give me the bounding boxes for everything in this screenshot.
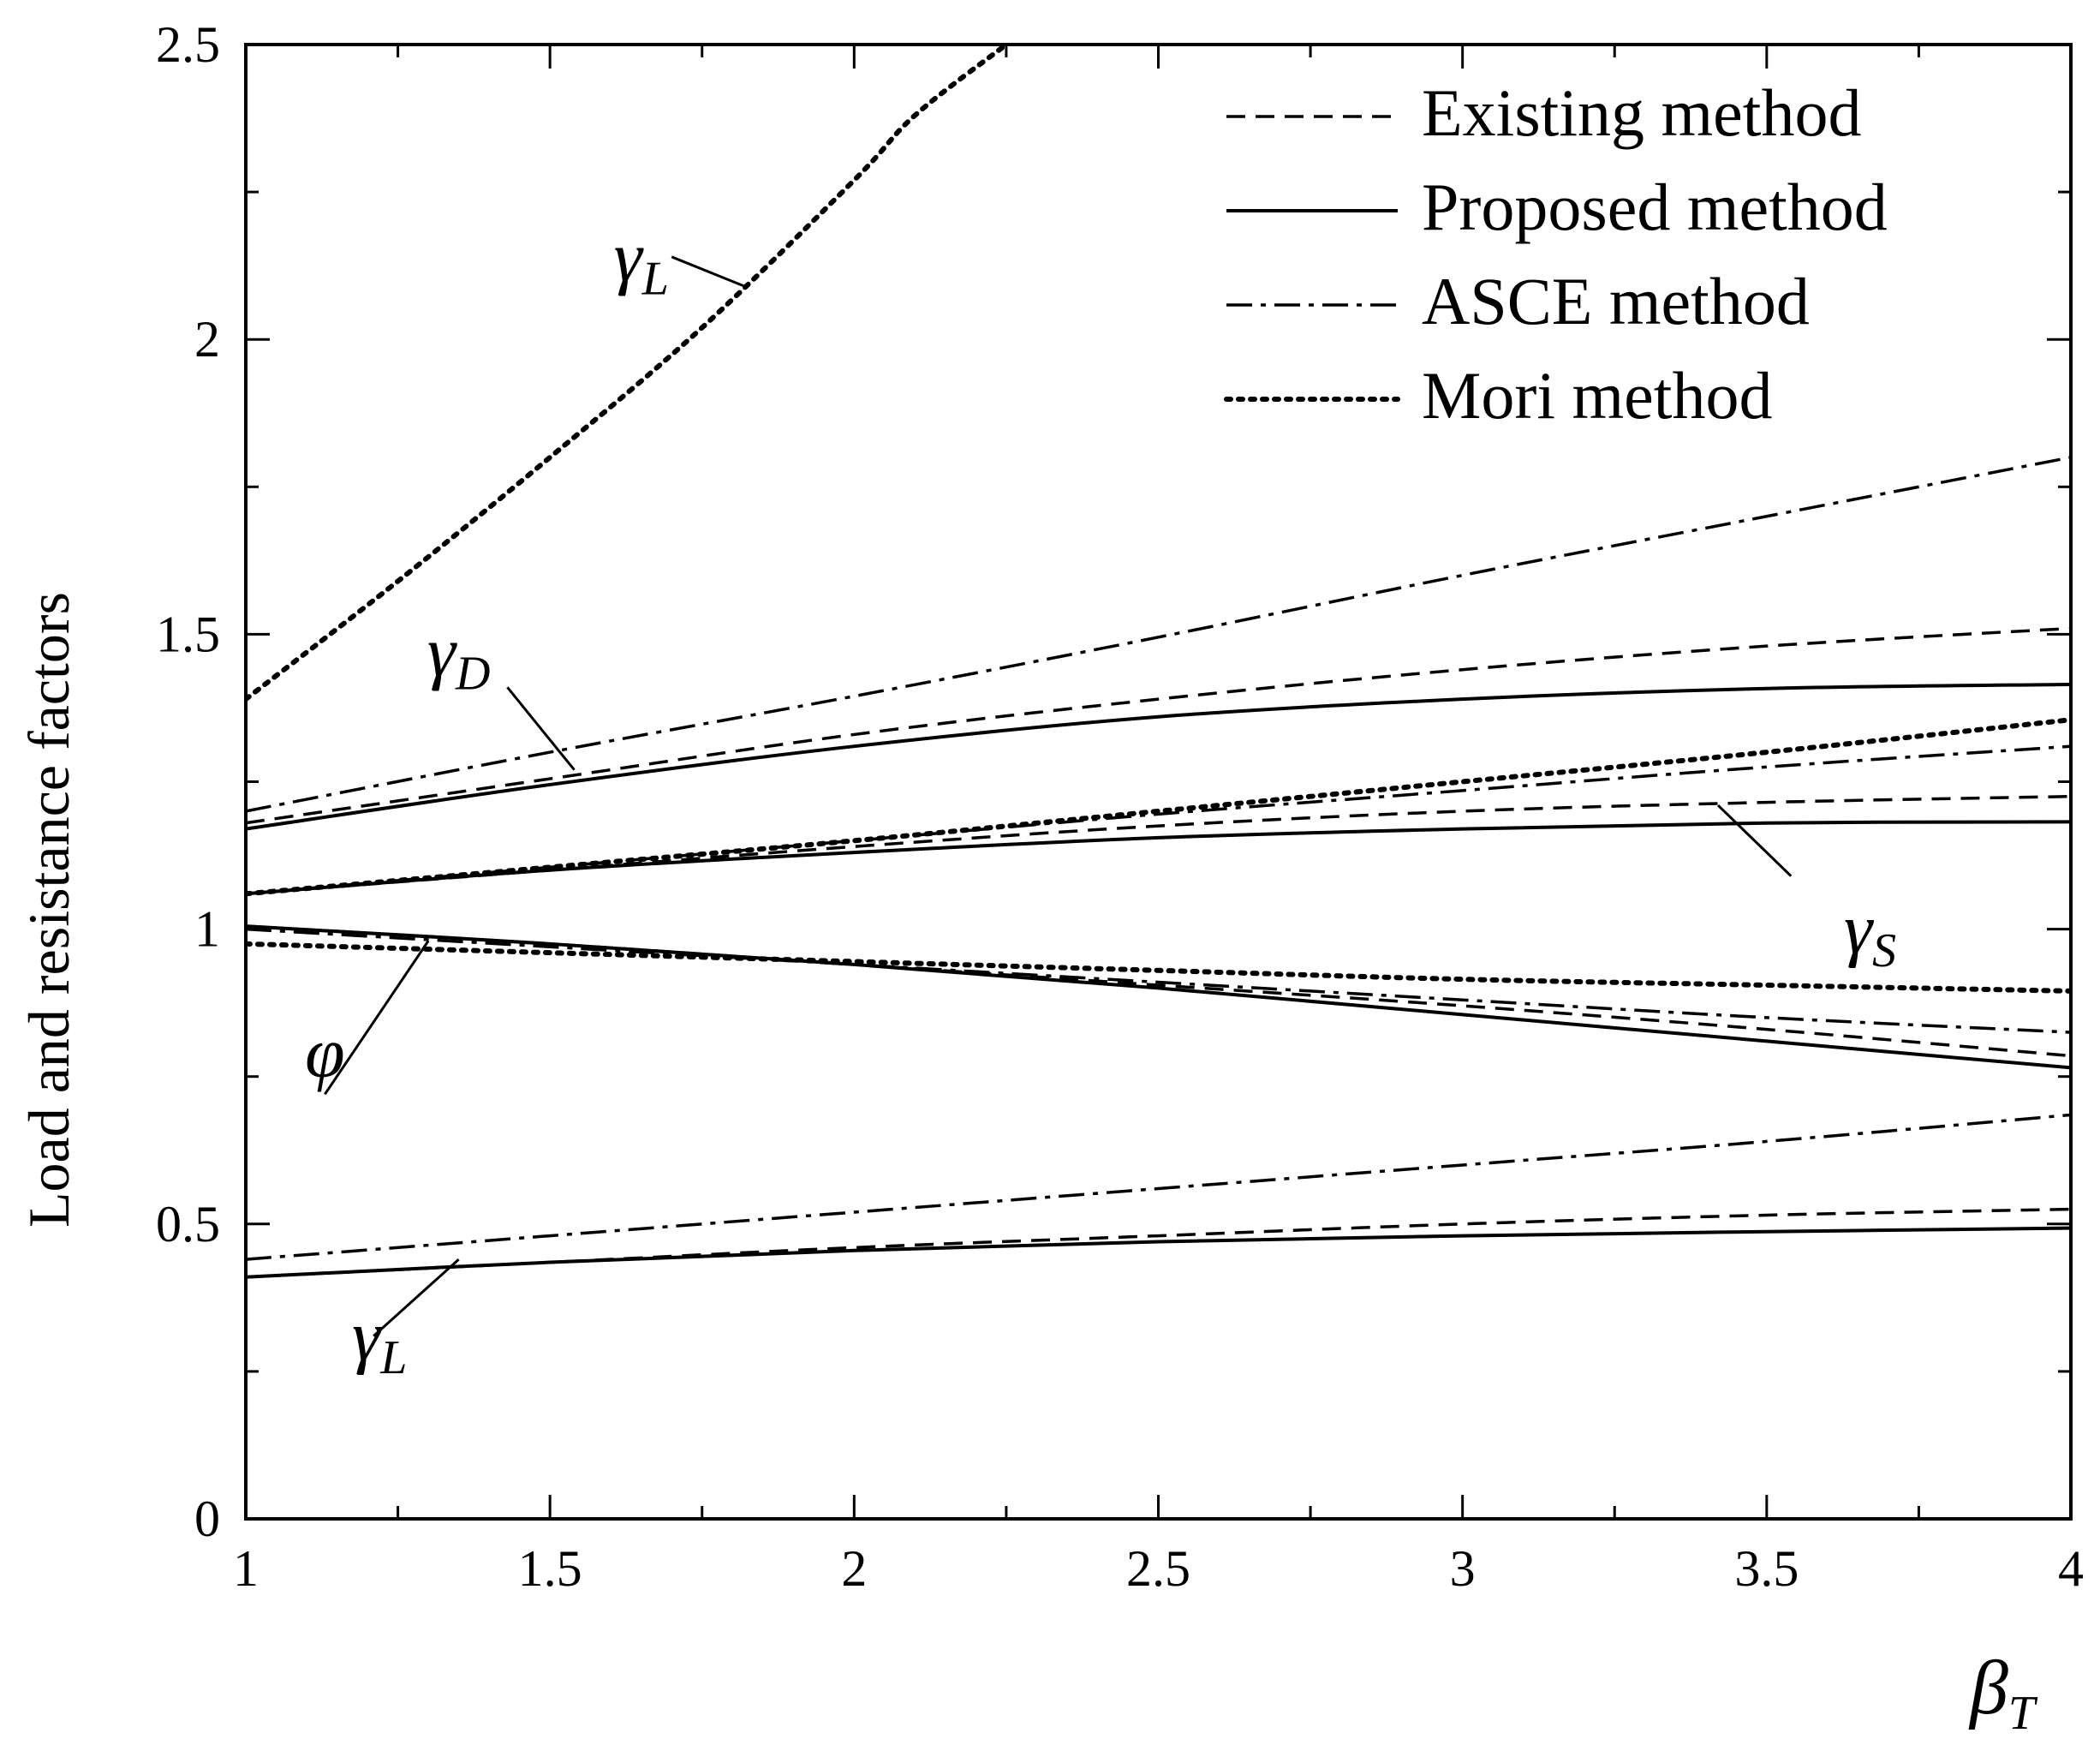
series-proposed-method-phi — [246, 924, 2071, 1070]
annotation-leaders — [324, 255, 1793, 1337]
tick-labels: 1 1.5 2 2.5 3 3.5 4 0 0.5 1 1.5 2 2.5 — [156, 16, 2084, 1597]
series-asce-method-gamma-d — [246, 456, 2071, 813]
series-mori-method-gamma-s — [246, 717, 2071, 897]
annotation-gamma-l-mori: γL — [614, 217, 669, 305]
x-tick-label: 4 — [2058, 1540, 2084, 1597]
y-tick-label: 1.5 — [156, 606, 220, 662]
x-tick-label: 2.5 — [1126, 1540, 1190, 1597]
annotation-phi-symbol: φ — [305, 1013, 344, 1093]
legend-label-proposed-method: Proposed method — [1422, 170, 1888, 244]
series-mori-method-phi — [246, 941, 2071, 994]
y-tick-label: 0 — [194, 1491, 220, 1547]
series-mori-method-gamma-l — [246, 45, 1009, 702]
legend: Existing method Proposed method ASCE metho… — [1224, 75, 1888, 433]
annotation-gamma-d: γD — [427, 613, 491, 701]
x-tick-label: 3.5 — [1734, 1540, 1799, 1597]
annotation-gamma-d-subscript: D — [455, 648, 490, 701]
annotation-gamma-l-mori-subscript: L — [641, 252, 669, 305]
annotation-gamma-l-mori-symbol: γ — [614, 217, 644, 296]
annotation-gamma-s-symbol: γ — [1844, 889, 1874, 969]
series-proposed-method-gamma-l — [246, 1226, 2071, 1279]
annotation-gamma-s: γS — [1844, 889, 1896, 977]
axis-ticks — [244, 43, 2073, 1521]
annotation-leader-line — [671, 255, 746, 288]
annotation-leader-line — [506, 686, 576, 771]
x-axis-subscript: T — [2008, 1687, 2038, 1740]
annotation-gamma-l: γL — [352, 1296, 407, 1384]
legend-label-mori-method: Mori method — [1422, 358, 1772, 433]
legend-label-existing-method: Existing method — [1422, 75, 1861, 150]
y-tick-label: 0.5 — [156, 1196, 220, 1252]
series-asce-method-phi — [246, 927, 2071, 1034]
x-tick-label: 2 — [841, 1540, 867, 1597]
y-tick-label: 2.5 — [156, 16, 220, 73]
series-asce-method-gamma-l — [246, 1113, 2071, 1261]
series-proposed-method-gamma-d — [246, 682, 2071, 831]
legend-label-asce-method: ASCE method — [1422, 264, 1810, 338]
annotation-gamma-d-symbol: γ — [427, 613, 457, 692]
x-tick-label: 1.5 — [518, 1540, 582, 1597]
annotation-gamma-l-subscript: L — [379, 1331, 407, 1384]
annotation-leader-line — [324, 940, 430, 1096]
annotation-leader-line — [373, 1258, 460, 1337]
y-axis-title: Load and resistance factors — [16, 592, 81, 1228]
annotation-gamma-s-subscript: S — [1872, 924, 1896, 977]
annotation-phi: φ — [305, 1013, 344, 1093]
x-axis-title: βT — [1968, 1646, 2038, 1740]
series-layer — [246, 45, 2071, 1279]
annotation-leader-line — [1716, 804, 1793, 877]
x-tick-label: 3 — [1450, 1540, 1476, 1597]
annotation-gamma-l-symbol: γ — [352, 1296, 382, 1376]
y-tick-label: 2 — [194, 311, 220, 368]
y-tick-label: 1 — [194, 901, 220, 958]
x-tick-label: 1 — [233, 1540, 259, 1597]
series-existing-method-gamma-d — [246, 626, 2071, 825]
x-axis-symbol: β — [1968, 1646, 2008, 1730]
series-proposed-method-gamma-s — [246, 820, 2071, 896]
